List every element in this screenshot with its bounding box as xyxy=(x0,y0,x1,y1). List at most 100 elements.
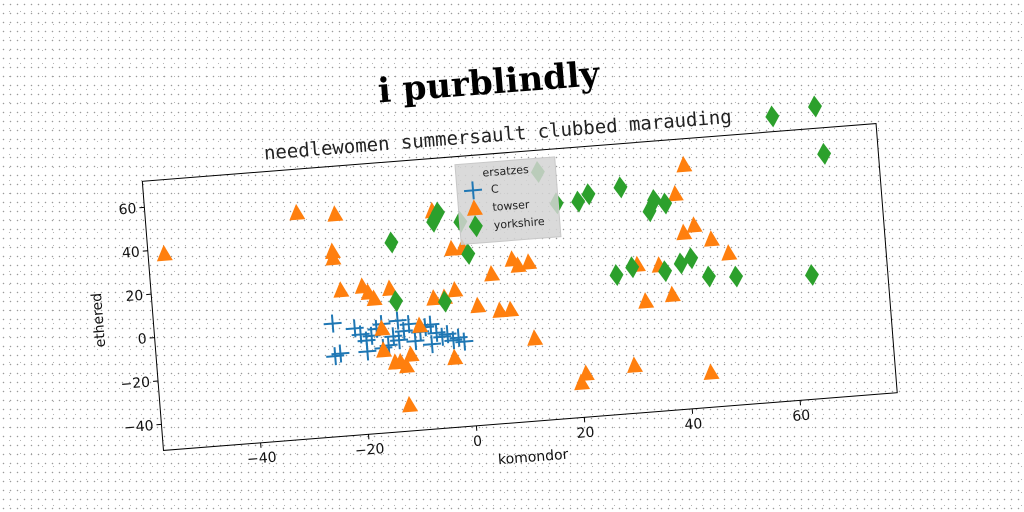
legend-label-c: C xyxy=(491,182,500,196)
yorkshire-point xyxy=(461,242,476,265)
y-tick-label: −20 xyxy=(120,375,151,393)
y-tick-label: 0 xyxy=(137,331,147,348)
y-axis-label: ethered xyxy=(89,292,109,348)
c-point xyxy=(422,335,442,354)
towser-point xyxy=(403,345,420,363)
yorkshire-point xyxy=(658,192,673,215)
y-tick-label: 40 xyxy=(121,244,140,261)
y-axis-ticks: −40 −20 0 20 40 60 xyxy=(118,201,162,436)
legend-marker-yorkshire xyxy=(468,215,483,238)
yorkshire-point xyxy=(613,176,628,199)
series-towser xyxy=(156,155,738,413)
towser-point xyxy=(412,316,429,334)
towser-point xyxy=(393,352,410,370)
x-tick-label: −20 xyxy=(354,441,385,459)
yorkshire-point xyxy=(684,247,699,270)
yorkshire-point xyxy=(804,263,819,286)
yorkshire-point xyxy=(658,260,673,283)
towser-point xyxy=(521,253,538,270)
c-point xyxy=(326,347,345,366)
towser-point xyxy=(374,319,391,337)
towser-point xyxy=(676,223,693,241)
legend-label-towser: towser xyxy=(492,198,530,214)
c-point xyxy=(399,315,418,334)
y-tick-label: 60 xyxy=(118,201,137,218)
c-point xyxy=(323,314,342,333)
rotated-chart-group: i purblindly needlewomen summersault clu… xyxy=(89,54,898,468)
legend-title: ersatzes xyxy=(482,163,529,180)
towser-point xyxy=(484,264,501,282)
yorkshire-point xyxy=(765,105,780,128)
towser-point xyxy=(667,184,684,202)
towser-point xyxy=(376,341,393,358)
c-point xyxy=(406,332,425,351)
c-point xyxy=(331,344,350,363)
towser-point xyxy=(447,348,464,366)
yorkshire-point xyxy=(389,290,403,313)
towser-point xyxy=(574,373,591,391)
towser-point xyxy=(366,289,383,307)
towser-point xyxy=(676,155,693,173)
towser-point xyxy=(664,285,681,303)
yorkshire-point xyxy=(808,95,822,118)
towser-point xyxy=(703,363,720,381)
yorkshire-point xyxy=(647,189,662,211)
towser-point xyxy=(444,239,461,257)
legend-box xyxy=(454,156,562,246)
yorkshire-point xyxy=(437,290,452,313)
towser-point xyxy=(492,301,509,319)
y-tick-label: −40 xyxy=(123,418,154,436)
yorkshire-point xyxy=(701,265,716,288)
towser-point xyxy=(721,244,738,261)
yorkshire-point xyxy=(729,265,744,288)
x-axis-label: komondor xyxy=(497,447,569,468)
towser-point xyxy=(447,280,464,298)
legend-marker-towser xyxy=(467,199,483,216)
towser-point xyxy=(686,216,703,233)
yorkshire-point xyxy=(384,231,399,254)
towser-point xyxy=(638,292,655,309)
towser-point xyxy=(503,300,520,318)
plot-area xyxy=(141,123,898,452)
c-point xyxy=(388,311,407,330)
data-points xyxy=(156,95,832,413)
yorkshire-point xyxy=(609,264,624,286)
yorkshire-point xyxy=(642,200,657,223)
x-axis-ticks: −40 −20 0 20 40 60 xyxy=(247,400,811,468)
yorkshire-point xyxy=(625,256,640,279)
towser-point xyxy=(333,281,350,298)
x-tick-label: −40 xyxy=(247,450,278,468)
legend-marker-c xyxy=(463,181,483,200)
towser-point xyxy=(703,230,720,247)
chart-subtitle: needlewomen summersault clubbed maraudin… xyxy=(263,106,732,165)
towser-point xyxy=(289,203,306,221)
c-point xyxy=(455,332,474,351)
towser-point xyxy=(527,329,544,346)
x-tick-label: 20 xyxy=(576,425,595,442)
towser-point xyxy=(578,364,595,382)
towser-point xyxy=(325,249,342,266)
towser-point xyxy=(327,205,344,222)
x-tick-label: 40 xyxy=(684,416,703,433)
yorkshire-point xyxy=(426,210,441,233)
x-tick-label: 0 xyxy=(473,433,483,450)
towser-point xyxy=(470,296,487,314)
yorkshire-point xyxy=(571,190,586,213)
legend-label-yorkshire: yorkshire xyxy=(493,215,545,232)
yorkshire-point xyxy=(581,183,596,206)
c-point xyxy=(358,342,377,361)
towser-point xyxy=(382,279,399,297)
yorkshire-point xyxy=(817,142,832,165)
series-yorkshire xyxy=(384,95,832,313)
x-tick-label: 60 xyxy=(792,408,811,425)
towser-point xyxy=(156,244,173,262)
yorkshire-point xyxy=(430,201,445,224)
towser-point xyxy=(627,356,644,373)
towser-point xyxy=(402,395,419,413)
yorkshire-point xyxy=(673,252,688,275)
chart-title: i purblindly xyxy=(376,54,602,111)
y-tick-label: 20 xyxy=(125,288,144,305)
